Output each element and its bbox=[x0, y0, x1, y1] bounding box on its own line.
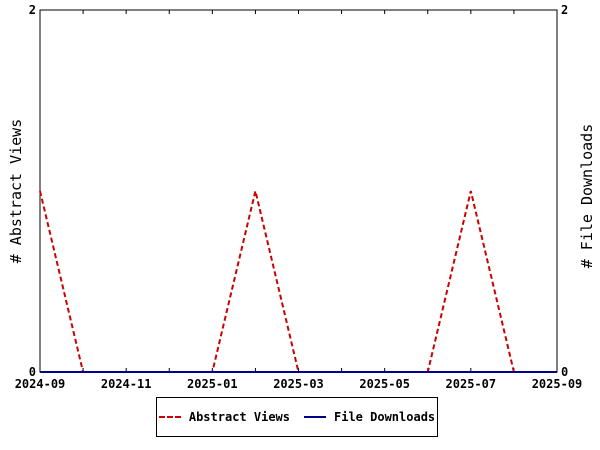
x-tick-label: 2025-01 bbox=[187, 377, 238, 391]
legend-item-abstract-views: Abstract Views bbox=[158, 410, 290, 424]
x-tick-label: 2025-03 bbox=[273, 377, 324, 391]
legend-swatch-abstract-views bbox=[158, 416, 181, 418]
series-layer bbox=[39, 190, 558, 373]
legend: Abstract Views File Downloads bbox=[156, 397, 438, 437]
y-right-tick-label: 2 bbox=[561, 3, 568, 17]
legend-swatch-file-downloads bbox=[304, 416, 326, 418]
y-right-tick-label: 0 bbox=[561, 365, 568, 379]
x-tick-label: 2025-09 bbox=[532, 377, 583, 391]
x-tick-label: 2025-05 bbox=[359, 377, 410, 391]
y-left-tick-label: 2 bbox=[29, 3, 36, 17]
x-tick-label: 2024-09 bbox=[15, 377, 66, 391]
series-line-abstract-views bbox=[39, 190, 557, 373]
plot-frame bbox=[39, 9, 558, 373]
y-left-tick-label: 0 bbox=[29, 365, 36, 379]
legend-label-file-downloads: File Downloads bbox=[334, 410, 436, 424]
y-axis-left-title: # Abstract Views bbox=[7, 119, 25, 264]
y-axis-right-title: # File Downloads bbox=[578, 124, 596, 269]
x-tick-label: 2024-11 bbox=[101, 377, 152, 391]
legend-item-file-downloads: File Downloads bbox=[304, 410, 435, 424]
legend-label-abstract-views: Abstract Views bbox=[188, 410, 290, 424]
ticks-layer: 2024-09 2024-11 2025-01 2025-03 2025-05 2025-… bbox=[15, 3, 583, 391]
x-tick-label: 2025-07 bbox=[446, 377, 497, 391]
